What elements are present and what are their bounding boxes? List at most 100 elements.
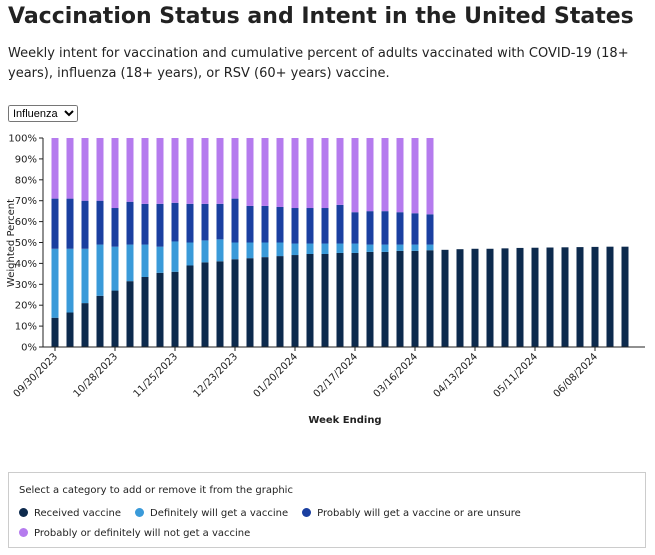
legend-label: Probably will get a vaccine or are unsur… [317, 508, 521, 519]
legend-swatch [19, 528, 28, 537]
bar-segment [171, 138, 179, 203]
legend-item[interactable]: Probably or definitely will not get a va… [19, 524, 250, 544]
bar-segment [96, 244, 104, 296]
bar-segment [81, 303, 89, 347]
bar-segment [426, 244, 434, 251]
x-tick-label: 09/30/2023 [12, 351, 61, 400]
bar-segment [396, 244, 404, 251]
y-tick-label: 90% [15, 154, 37, 165]
bar-segment [66, 138, 74, 199]
bar-segment [231, 138, 239, 199]
bar-segment [66, 248, 74, 313]
y-tick-label: 40% [15, 259, 37, 270]
bar-segment [561, 247, 569, 347]
y-tick-label: 60% [15, 217, 37, 228]
y-tick-label: 0% [21, 343, 37, 354]
x-axis-title: Week Ending [308, 415, 381, 426]
bar-segment [381, 244, 389, 252]
legend-swatch [302, 508, 312, 517]
bar-segment [366, 244, 374, 252]
bar-segment [261, 242, 269, 258]
bar-segment [171, 271, 179, 347]
x-tick-label: 12/23/2023 [192, 351, 241, 400]
bar-segment [141, 138, 149, 204]
bar-segment [621, 246, 629, 347]
y-tick-label: 30% [15, 280, 37, 291]
bar-segment [246, 138, 254, 206]
bar-segment [156, 272, 164, 347]
bar-segment [276, 206, 284, 243]
bar-segment [336, 138, 344, 205]
bar-segment [426, 214, 434, 245]
bar-segment [381, 251, 389, 347]
bar-segment [216, 239, 224, 262]
bar-segment [276, 256, 284, 347]
bar-segment [246, 242, 254, 259]
bar-segment [141, 203, 149, 245]
bar-segment [51, 198, 59, 249]
bar-segment [81, 138, 89, 201]
legend-label: Definitely will get a vaccine [150, 508, 289, 519]
bar-segment [186, 242, 194, 266]
bar-segment [201, 138, 209, 204]
bar-segment [456, 249, 464, 347]
bar-segment [606, 246, 614, 347]
bar-segment [396, 212, 404, 245]
bar-segment [216, 203, 224, 240]
bar-segment [426, 250, 434, 347]
dropdown[interactable]: Influenza [8, 105, 78, 122]
bar-segment [306, 138, 314, 209]
x-tick-label: 11/25/2023 [132, 351, 181, 400]
bar-segment [261, 257, 269, 347]
legend-item[interactable]: Definitely will get a vaccine [135, 504, 288, 524]
y-tick-label: 70% [15, 196, 37, 207]
bar-segment [96, 295, 104, 347]
bar-segment [126, 138, 134, 202]
bar-segment [186, 265, 194, 347]
bar-segment [156, 138, 164, 204]
bar-segment [51, 248, 59, 318]
bar-segment [51, 317, 59, 347]
legend-item[interactable]: Probably will get a vaccine or are unsur… [302, 504, 521, 524]
bar-segment [201, 240, 209, 263]
bar-segment [231, 242, 239, 260]
legend-swatch [135, 508, 144, 517]
bar-segment [591, 246, 599, 347]
bar-segment [201, 203, 209, 241]
bar-segment [96, 200, 104, 245]
y-tick-label: 80% [15, 175, 37, 186]
bar-segment [471, 248, 479, 347]
bar-segment [111, 138, 119, 209]
bar-segment [576, 247, 584, 347]
bar-segment [546, 247, 554, 347]
bar-segment [411, 138, 419, 214]
bar-segment [321, 138, 329, 209]
bar-segment [306, 243, 314, 254]
bar-segment [141, 276, 149, 347]
legend-label: Probably or definitely will not get a va… [34, 528, 251, 539]
y-tick-label: 20% [15, 301, 37, 312]
bar-segment [486, 248, 494, 347]
y-tick-label: 100% [8, 134, 37, 145]
bar-segment [111, 208, 119, 247]
bar-segment [366, 251, 374, 347]
bar-segment [141, 244, 149, 277]
y-tick-label: 50% [15, 238, 37, 249]
bar-segment [246, 205, 254, 243]
bar-segment [201, 262, 209, 347]
bar-segment [291, 208, 299, 244]
bar-segment [186, 203, 194, 243]
bar-segment [276, 242, 284, 257]
legend-item[interactable]: Received vaccine [19, 504, 121, 524]
bar-segment [96, 138, 104, 201]
bar-segment [171, 241, 179, 272]
bar-segment [156, 246, 164, 273]
bar-segment [126, 244, 134, 282]
bar-segment [396, 250, 404, 347]
bar-segment [321, 243, 329, 254]
bar-segment [531, 247, 539, 347]
bar-segment [366, 138, 374, 212]
bar-segment [171, 202, 179, 242]
bar-segment [276, 138, 284, 207]
y-axis-title: Weighted Percent [6, 199, 17, 287]
